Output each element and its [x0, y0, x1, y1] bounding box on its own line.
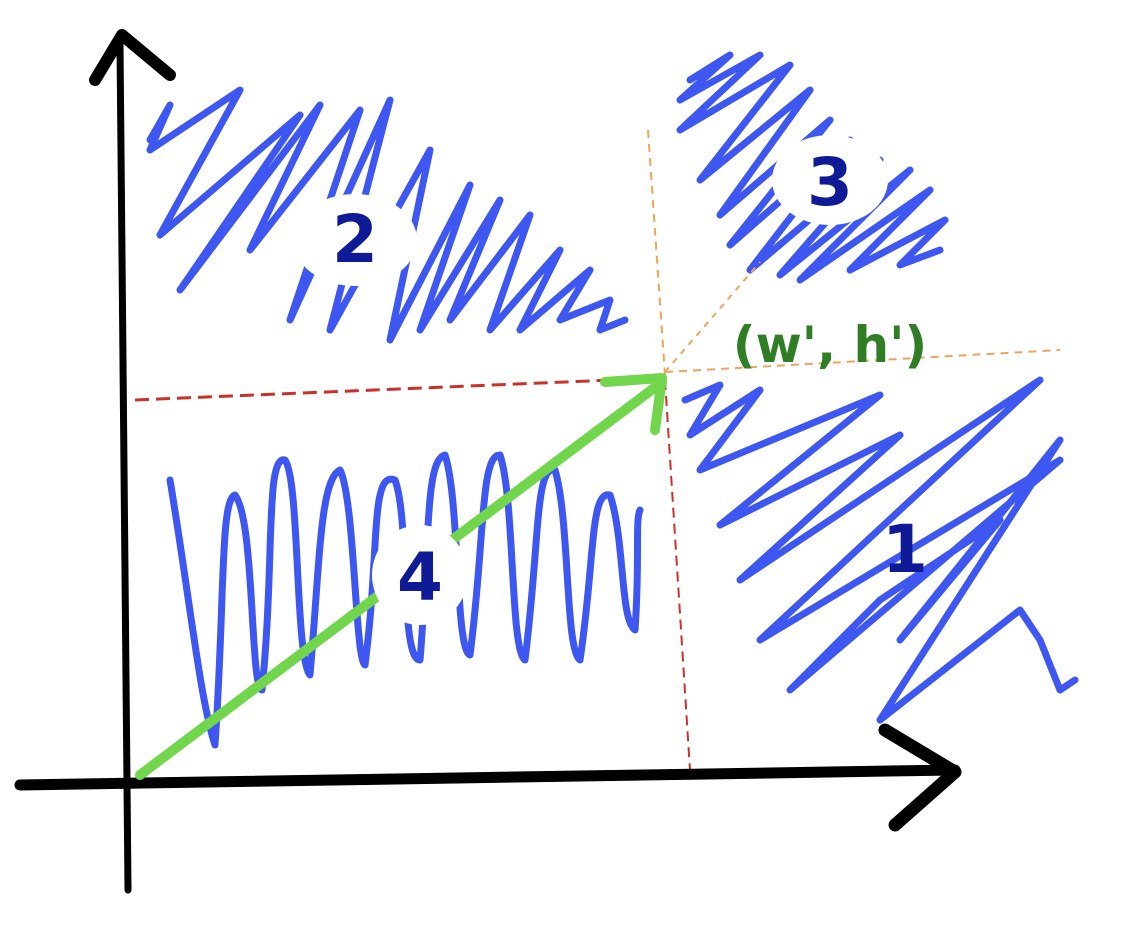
y-axis-arrow-icon: [89, 29, 176, 86]
x-axis-arrow-icon: [878, 723, 962, 832]
point-label-w-h: (w', h'): [733, 316, 928, 374]
y-axis: [116, 41, 132, 894]
region-1-hatching: [681, 376, 1079, 724]
horizontal-guide-h: [134, 376, 661, 402]
axes: [14, 29, 962, 894]
region-1-scribble: [681, 376, 1079, 724]
region-3-label: 3: [807, 144, 853, 221]
vector-arrowhead-icon: [600, 373, 667, 435]
region-2-label: 2: [332, 201, 378, 278]
region-4-label: 4: [397, 539, 443, 616]
region-1-label: 1: [882, 511, 928, 588]
x-axis: [14, 764, 961, 791]
orange-horizontal-guide: [664, 349, 1061, 373]
vertical-guide-w: [664, 379, 691, 771]
region-labels: 2 3 4 1: [293, 135, 928, 625]
orange-vertical-guide: [647, 129, 666, 376]
orange-diagonal-guide: [664, 261, 761, 373]
guide-lines-orange: [647, 129, 1061, 376]
guide-lines-red: [134, 376, 691, 771]
